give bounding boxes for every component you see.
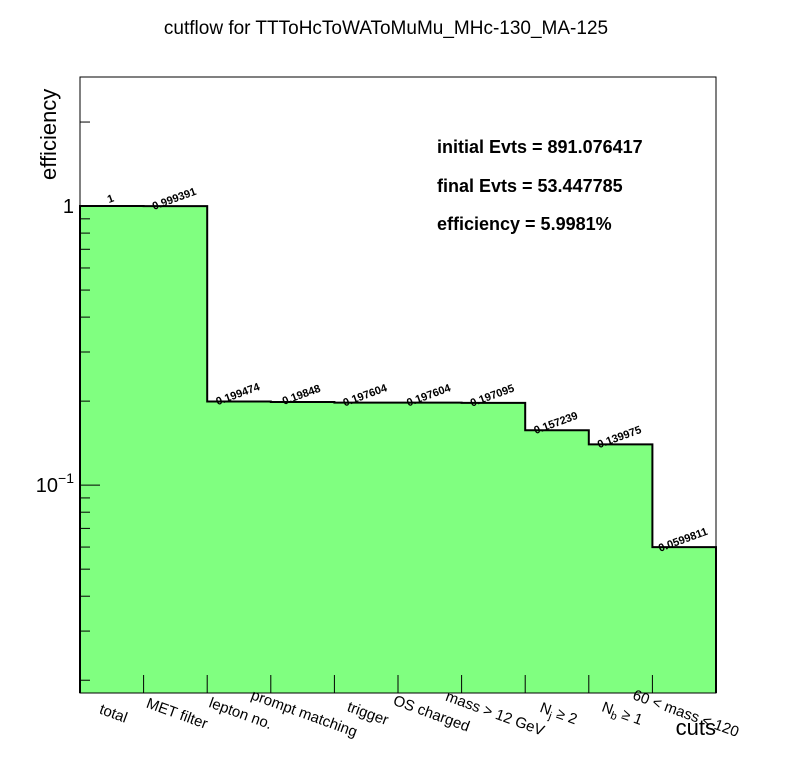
bar-8: [588, 444, 653, 693]
x-axis-title: cuts: [676, 715, 716, 740]
y-axis-title: efficiency: [36, 89, 61, 180]
y-tick-label: 1: [63, 196, 74, 218]
x-axis-ticks: [143, 675, 653, 693]
histogram-outline: [79, 205, 717, 693]
bar-5: [398, 402, 463, 693]
annotation-final-events: final Evts = 53.447785: [437, 176, 623, 196]
y-axis-ticks: 1 10−1: [36, 121, 100, 681]
bar-7: [525, 430, 590, 693]
bar-6: [461, 402, 526, 693]
bar-0: [80, 206, 145, 693]
bar-3: [270, 402, 335, 693]
bar-4: [334, 402, 399, 693]
category-label-1: MET filter: [144, 695, 210, 733]
category-label-0: total: [97, 701, 129, 727]
annotation-efficiency: efficiency = 5.9981%: [437, 214, 612, 234]
annotation-initial-events: initial Evts = 891.076417: [437, 137, 643, 157]
value-label-0: 1: [106, 193, 116, 206]
y-tick-label: 10−1: [36, 470, 74, 497]
histogram-fill: [80, 206, 717, 693]
chart-title: cutflow for TTToHcToWAToMuMu_MHc-130_MA-…: [164, 18, 608, 39]
bar-2: [207, 401, 272, 693]
bar-1: [143, 206, 208, 693]
bar-9: [652, 547, 717, 693]
